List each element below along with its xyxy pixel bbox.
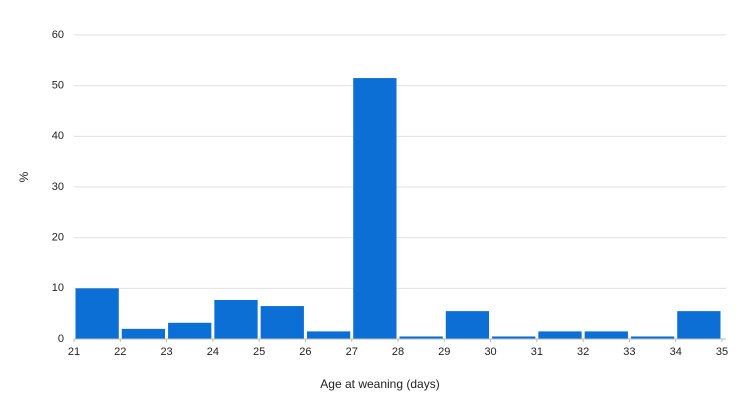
y-axis-title: % [17,171,31,182]
y-tick-label: 60 [52,29,64,41]
bar [121,328,166,339]
bar [399,336,443,339]
x-tick-label: 21 [68,346,80,358]
bar [538,331,582,339]
x-tick-label: 27 [346,346,358,358]
bar [353,78,397,340]
x-tick-label: 24 [207,346,219,358]
bar [214,299,258,339]
x-tick-label: 29 [438,346,450,358]
x-tick-label: 23 [160,346,172,358]
bar [445,311,490,339]
bar [584,331,628,339]
bar [306,331,351,339]
x-tick-label: 32 [577,346,589,358]
x-tick-label: 33 [623,346,635,358]
bar [492,336,536,339]
y-tick-label: 40 [52,130,64,142]
x-axis-title: Age at weaning (days) [320,377,439,391]
bar [677,311,721,339]
y-tick-label: 20 [52,232,64,244]
x-tick-label: 22 [114,346,126,358]
y-tick-label: 50 [52,80,64,92]
x-tick-label: 35 [716,346,728,358]
x-tick-label: 34 [670,346,682,358]
y-tick-label: 30 [52,181,64,193]
x-tick-label: 31 [531,346,543,358]
x-tick-label: 30 [484,346,496,358]
bar [75,288,119,339]
bar [168,322,212,339]
x-tick-label: 28 [392,346,404,358]
bar [260,306,304,339]
bar [630,336,675,339]
x-tick-label: 26 [299,346,311,358]
y-tick-label: 10 [52,282,64,294]
y-tick-label: 0 [58,333,64,345]
x-tick-label: 25 [253,346,265,358]
